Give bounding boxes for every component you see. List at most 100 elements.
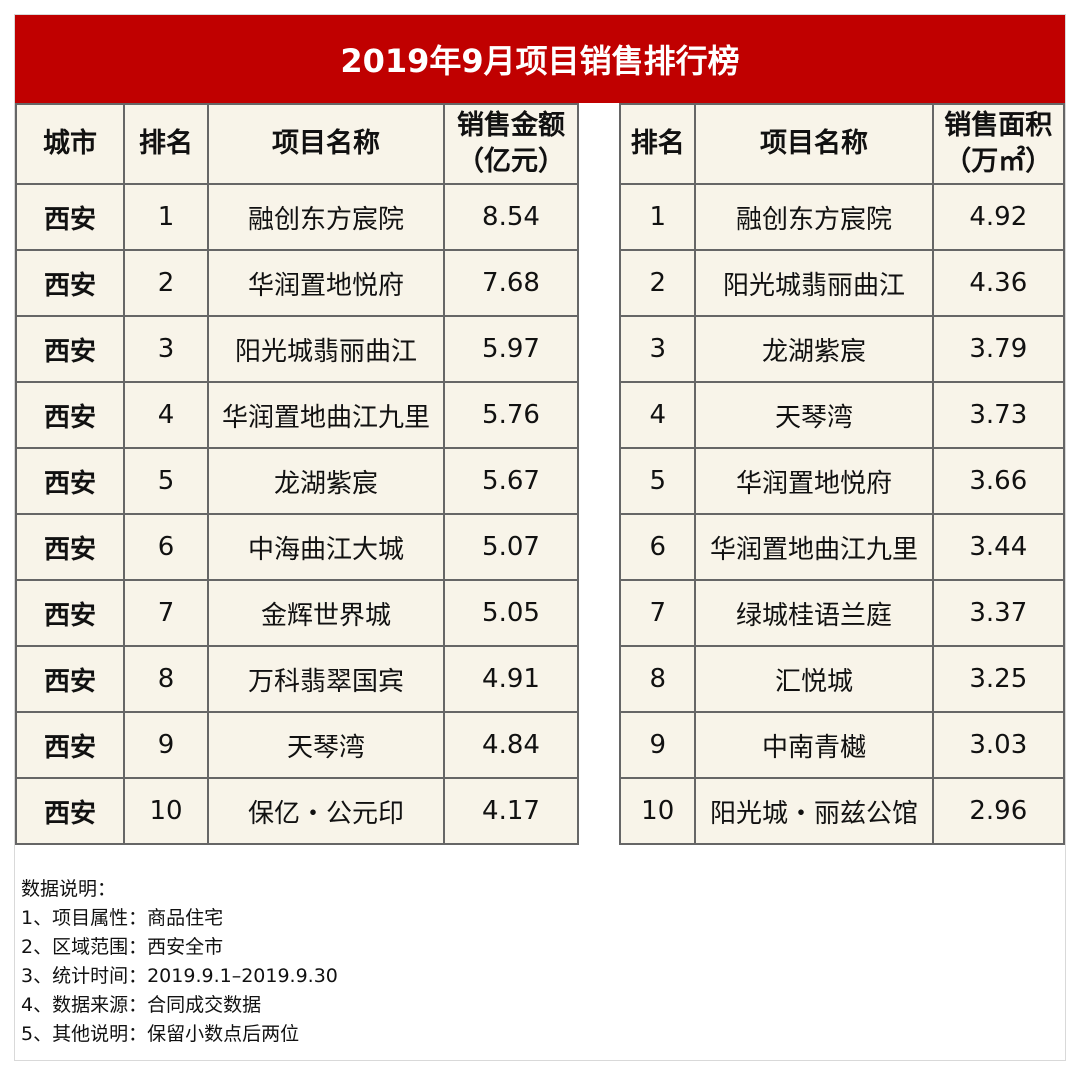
project-name-cell: 阳光城翡丽曲江 bbox=[207, 315, 445, 383]
rank-cell: 3 bbox=[123, 315, 209, 383]
table-row: 7 绿城桂语兰庭 3.37 bbox=[618, 579, 1066, 647]
header-sales-area: 销售面积 （万㎡） bbox=[931, 103, 1066, 185]
rank-cell: 8 bbox=[123, 645, 209, 713]
city-cell: 西安 bbox=[15, 249, 125, 317]
rank-cell: 6 bbox=[123, 513, 209, 581]
project-name-cell: 华润置地悦府 bbox=[207, 249, 445, 317]
project-name-cell: 天琴湾 bbox=[694, 381, 934, 449]
sales-amount-cell: 7.68 bbox=[443, 249, 579, 317]
table-row: 西安 2 华润置地悦府 7.68 bbox=[15, 249, 579, 317]
page-title: 2019年9月项目销售排行榜 bbox=[15, 15, 1065, 103]
header-sales-area-line2: （万㎡） bbox=[944, 146, 1053, 177]
project-name-cell: 融创东方宸院 bbox=[694, 183, 934, 251]
project-name-cell: 中海曲江大城 bbox=[207, 513, 445, 581]
header-project-name: 项目名称 bbox=[694, 103, 934, 185]
city-cell: 西安 bbox=[15, 777, 125, 845]
city-cell: 西安 bbox=[15, 183, 125, 251]
city-cell: 西安 bbox=[15, 315, 125, 383]
table-row: 西安 9 天琴湾 4.84 bbox=[15, 711, 579, 779]
table-row: 西安 7 金辉世界城 5.05 bbox=[15, 579, 579, 647]
sales-amount-cell: 4.91 bbox=[443, 645, 579, 713]
note-item: 1、项目属性：商品住宅 bbox=[21, 907, 224, 929]
sales-area-cell: 4.36 bbox=[931, 249, 1066, 317]
table-row: 西安 4 华润置地曲江九里 5.76 bbox=[15, 381, 579, 449]
project-name-cell: 阳光城翡丽曲江 bbox=[694, 249, 934, 317]
rank-cell: 7 bbox=[618, 579, 697, 647]
sales-area-cell: 3.73 bbox=[931, 381, 1066, 449]
table-row: 西安 10 保亿・公元印 4.17 bbox=[15, 777, 579, 845]
table-row: 4 天琴湾 3.73 bbox=[618, 381, 1066, 449]
table-row: 5 华润置地悦府 3.66 bbox=[618, 447, 1066, 515]
project-name-cell: 融创东方宸院 bbox=[207, 183, 445, 251]
header-sales-amount: 销售金额 （亿元） bbox=[443, 103, 579, 185]
rank-cell: 10 bbox=[618, 777, 697, 845]
rank-cell: 7 bbox=[123, 579, 209, 647]
table-row: 西安 3 阳光城翡丽曲江 5.97 bbox=[15, 315, 579, 383]
sales-area-cell: 3.44 bbox=[931, 513, 1066, 581]
sales-amount-cell: 5.97 bbox=[443, 315, 579, 383]
city-cell: 西安 bbox=[15, 711, 125, 779]
sales-amount-cell: 5.05 bbox=[443, 579, 579, 647]
project-name-cell: 绿城桂语兰庭 bbox=[694, 579, 934, 647]
project-name-cell: 龙湖紫宸 bbox=[694, 315, 934, 383]
sales-amount-cell: 5.67 bbox=[443, 447, 579, 515]
sales-amount-cell: 4.17 bbox=[443, 777, 579, 845]
notes-heading: 数据说明： bbox=[21, 878, 117, 900]
city-cell: 西安 bbox=[15, 381, 125, 449]
sales-area-cell: 3.25 bbox=[931, 645, 1066, 713]
table-row: 10 阳光城・丽兹公馆 2.96 bbox=[618, 777, 1066, 845]
project-name-cell: 汇悦城 bbox=[694, 645, 934, 713]
project-name-cell: 阳光城・丽兹公馆 bbox=[694, 777, 934, 845]
sales-area-cell: 4.92 bbox=[931, 183, 1066, 251]
sales-area-cell: 3.66 bbox=[931, 447, 1066, 515]
rank-cell: 5 bbox=[123, 447, 209, 515]
table-header-row: 排名 项目名称 销售面积 （万㎡） bbox=[618, 103, 1066, 185]
rank-cell: 2 bbox=[618, 249, 697, 317]
rank-cell: 2 bbox=[123, 249, 209, 317]
note-item: 3、统计时间：2019.9.1–2019.9.30 bbox=[21, 965, 338, 987]
sales-amount-cell: 5.07 bbox=[443, 513, 579, 581]
project-name-cell: 华润置地悦府 bbox=[694, 447, 934, 515]
header-sales-amount-line2: （亿元） bbox=[457, 146, 565, 177]
table-row: 8 汇悦城 3.25 bbox=[618, 645, 1066, 713]
header-sales-amount-line1: 销售金额 bbox=[457, 110, 565, 141]
rank-cell: 1 bbox=[123, 183, 209, 251]
table-row: 西安 1 融创东方宸院 8.54 bbox=[15, 183, 579, 251]
city-cell: 西安 bbox=[15, 579, 125, 647]
sales-amount-ranking-table: 城市 排名 项目名称 销售金额 （亿元） 西安 1 融创东方宸院 8.54 西安 … bbox=[15, 103, 579, 845]
project-name-cell: 中南青樾 bbox=[694, 711, 934, 779]
sales-amount-cell: 5.76 bbox=[443, 381, 579, 449]
rank-cell: 1 bbox=[618, 183, 697, 251]
table-row: 9 中南青樾 3.03 bbox=[618, 711, 1066, 779]
rank-cell: 3 bbox=[618, 315, 697, 383]
table-row: 3 龙湖紫宸 3.79 bbox=[618, 315, 1066, 383]
project-name-cell: 华润置地曲江九里 bbox=[694, 513, 934, 581]
rank-cell: 9 bbox=[618, 711, 697, 779]
rank-cell: 9 bbox=[123, 711, 209, 779]
sales-area-cell: 3.37 bbox=[931, 579, 1066, 647]
note-item: 2、区域范围：西安全市 bbox=[21, 936, 224, 958]
project-name-cell: 金辉世界城 bbox=[207, 579, 445, 647]
sales-area-cell: 3.03 bbox=[931, 711, 1066, 779]
city-cell: 西安 bbox=[15, 447, 125, 515]
rank-cell: 8 bbox=[618, 645, 697, 713]
table-row: 西安 6 中海曲江大城 5.07 bbox=[15, 513, 579, 581]
data-notes: 数据说明： 1、项目属性：商品住宅 2、区域范围：西安全市 3、统计时间：201… bbox=[21, 875, 1051, 1049]
table-row: 2 阳光城翡丽曲江 4.36 bbox=[618, 249, 1066, 317]
header-city: 城市 bbox=[15, 103, 125, 185]
rank-cell: 4 bbox=[123, 381, 209, 449]
sales-amount-cell: 4.84 bbox=[443, 711, 579, 779]
project-name-cell: 万科翡翠国宾 bbox=[207, 645, 445, 713]
project-name-cell: 华润置地曲江九里 bbox=[207, 381, 445, 449]
note-item: 5、其他说明：保留小数点后两位 bbox=[21, 1023, 300, 1045]
table-row: 西安 5 龙湖紫宸 5.67 bbox=[15, 447, 579, 515]
sales-area-ranking-table: 排名 项目名称 销售面积 （万㎡） 1 融创东方宸院 4.92 2 阳光城翡丽曲江… bbox=[618, 103, 1066, 845]
header-rank: 排名 bbox=[123, 103, 209, 185]
sales-ranking-sheet: 2019年9月项目销售排行榜 城市 排名 项目名称 销售金额 （亿元） 西安 1 … bbox=[14, 14, 1066, 1061]
city-cell: 西安 bbox=[15, 513, 125, 581]
city-cell: 西安 bbox=[15, 645, 125, 713]
table-header-row: 城市 排名 项目名称 销售金额 （亿元） bbox=[15, 103, 579, 185]
table-row: 6 华润置地曲江九里 3.44 bbox=[618, 513, 1066, 581]
header-sales-area-line1: 销售面积 bbox=[944, 110, 1053, 141]
header-rank: 排名 bbox=[618, 103, 697, 185]
